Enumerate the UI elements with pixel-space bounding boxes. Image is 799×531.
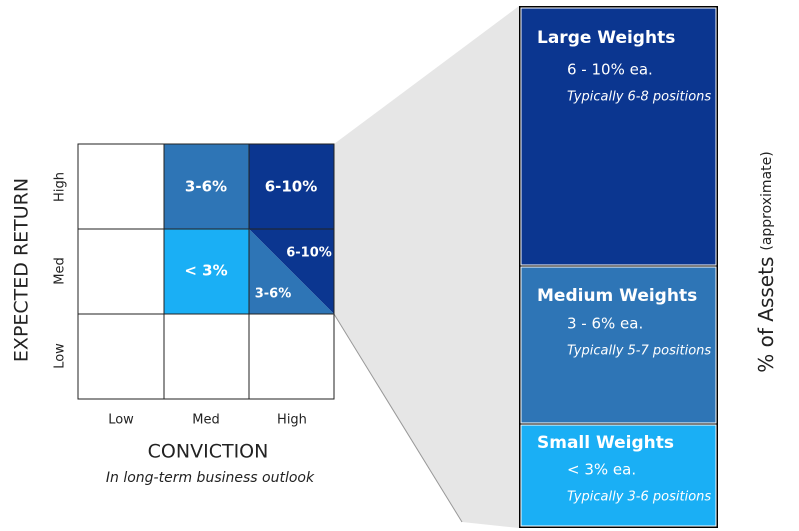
section-range: < 3% ea. <box>567 461 636 479</box>
section-note: Typically 5-7 positions <box>567 344 711 359</box>
y-title: EXPECTED RETURN <box>11 178 33 362</box>
zoom-wedge <box>334 6 519 528</box>
section-title: Large Weights <box>537 28 675 48</box>
cell-label: 3-6% <box>185 178 227 196</box>
section-large <box>520 7 717 266</box>
wedge-line <box>333 313 463 523</box>
section-range: 6 - 10% ea. <box>567 61 653 79</box>
x-label: High <box>277 413 307 428</box>
cell-label: < 3% <box>184 262 227 280</box>
y-label: Low <box>53 343 68 369</box>
cell-label: 3-6% <box>255 287 292 302</box>
x-title: CONVICTION <box>148 441 269 463</box>
section-medium <box>520 266 717 424</box>
cell-med-high-lower <box>249 229 334 314</box>
section-note: Typically 6-8 positions <box>567 90 711 105</box>
side-label-main: % of Assets <box>754 257 778 373</box>
y-label: High <box>53 172 68 202</box>
x-subtitle: In long-term business outlook <box>106 470 315 486</box>
x-label: Low <box>108 413 134 428</box>
cell-high-high <box>249 144 334 229</box>
y-label: Med <box>53 257 68 284</box>
side-label-note: (approximate) <box>759 151 775 250</box>
side-label: % of Assets (approximate) <box>754 151 778 372</box>
x-label: Med <box>192 413 219 428</box>
section-note: Typically 3-6 positions <box>567 490 711 505</box>
cell-med-med <box>164 229 249 314</box>
section-small <box>520 424 717 527</box>
cell-label: 6-10% <box>286 246 332 261</box>
section-range: 3 - 6% ea. <box>567 315 643 333</box>
cell-high-med <box>164 144 249 229</box>
grid-lines <box>77 143 335 400</box>
section-title: Medium Weights <box>537 286 697 306</box>
section-title: Small Weights <box>537 433 674 453</box>
cell-label: 6-10% <box>265 178 318 196</box>
